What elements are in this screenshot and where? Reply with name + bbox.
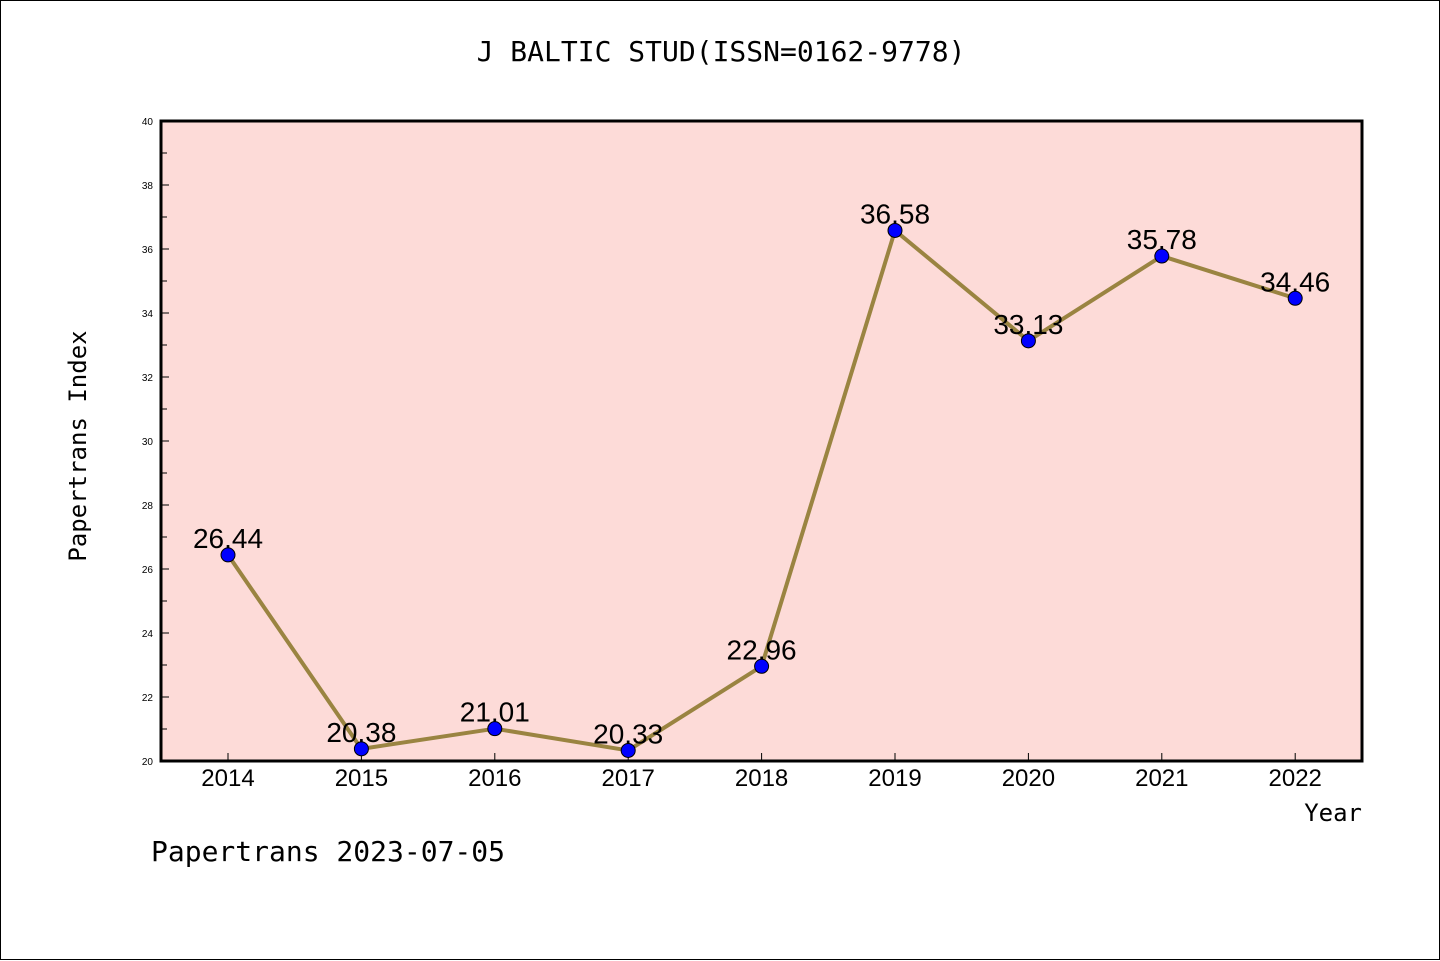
y-tick-label: 22 — [142, 693, 154, 704]
y-axis-title: Papertrans Index — [64, 330, 92, 561]
y-tick-label: 30 — [142, 437, 154, 448]
plot-area — [161, 121, 1362, 761]
plot-border — [159, 119, 1364, 763]
y-tick-label: 34 — [142, 309, 154, 320]
y-tick-label: 20 — [142, 757, 154, 768]
data-point — [487, 721, 503, 737]
data-label: 20.38 — [326, 717, 396, 748]
data-label: 22.96 — [727, 634, 797, 665]
data-label: 34.46 — [1260, 266, 1330, 297]
y-tick-label: 40 — [142, 117, 154, 128]
x-tick-label: 2014 — [201, 765, 254, 792]
y-tick-label: 26 — [142, 565, 154, 576]
x-tick-label: 2021 — [1135, 765, 1188, 792]
chart-title: J BALTIC STUD(ISSN=0162-9778) — [476, 35, 966, 68]
x-tick-label: 2017 — [602, 765, 655, 792]
x-tick-label: 2016 — [468, 765, 521, 792]
data-label: 35.78 — [1127, 224, 1197, 255]
data-point — [1287, 290, 1303, 306]
y-tick-label: 38 — [142, 181, 154, 192]
y-tick-label: 32 — [142, 373, 154, 384]
data-point — [620, 742, 636, 758]
x-tick-label: 2019 — [868, 765, 921, 792]
data-point — [887, 222, 903, 238]
x-tick-label: 2022 — [1269, 765, 1322, 792]
footer-stamp: Papertrans 2023-07-05 — [151, 835, 506, 868]
data-label: 21.01 — [460, 697, 530, 728]
x-tick-label: 2020 — [1002, 765, 1055, 792]
x-tick-label: 2018 — [735, 765, 788, 792]
data-label: 33.13 — [993, 309, 1063, 340]
data-label: 20.33 — [593, 718, 663, 749]
data-point — [220, 547, 236, 563]
y-tick-label: 24 — [142, 629, 154, 640]
data-point — [1020, 333, 1036, 349]
y-tick-label: 36 — [142, 245, 154, 256]
data-label: 36.58 — [860, 198, 930, 229]
data-point — [754, 658, 770, 674]
x-axis-title: Year — [1304, 799, 1362, 827]
x-tick-label: 2015 — [335, 765, 388, 792]
data-point — [1154, 248, 1170, 264]
y-tick-label: 28 — [142, 501, 154, 512]
data-point — [353, 741, 369, 757]
data-label: 26.44 — [193, 523, 263, 554]
